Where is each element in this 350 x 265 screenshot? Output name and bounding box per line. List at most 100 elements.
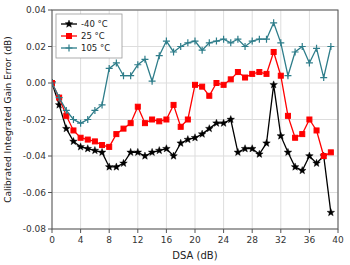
- point: [163, 145, 171, 152]
- point: [263, 139, 271, 146]
- legend-label: 25 °C: [81, 31, 105, 41]
- point: [91, 147, 99, 154]
- tick-label-y: -0.04: [23, 151, 47, 161]
- point: [171, 102, 176, 107]
- point: [191, 134, 199, 141]
- point: [184, 136, 192, 143]
- point: [77, 143, 85, 150]
- point: [257, 70, 262, 75]
- series: [52, 19, 334, 126]
- point: [128, 121, 133, 126]
- tick-x: [223, 229, 224, 233]
- point: [249, 38, 256, 45]
- point: [157, 119, 162, 124]
- point: [243, 75, 248, 80]
- tick-label-x: 12: [132, 235, 143, 245]
- point: [250, 71, 255, 76]
- chart: 0481216202428323640-0.08-0.06-0.04-0.020…: [0, 0, 350, 265]
- point: [220, 36, 227, 43]
- y-axis-label: Calibrated Integrated Gain Error (dB): [3, 36, 13, 203]
- point: [185, 117, 190, 122]
- point: [285, 113, 290, 118]
- tick-x: [280, 229, 281, 233]
- point: [278, 73, 283, 78]
- point: [206, 125, 214, 132]
- point: [156, 52, 163, 59]
- point: [100, 143, 105, 148]
- point: [135, 104, 140, 109]
- tick-y: [48, 119, 52, 120]
- tick-y: [48, 192, 52, 193]
- series-line: [52, 52, 331, 156]
- tick-label-y: 0.02: [26, 42, 46, 52]
- point: [227, 116, 235, 123]
- grid: [52, 10, 338, 229]
- point: [293, 135, 298, 140]
- tick-label-y: 0.00: [26, 78, 46, 88]
- point: [327, 43, 334, 50]
- point: [57, 95, 62, 100]
- point: [91, 107, 98, 114]
- point: [84, 116, 91, 123]
- point: [284, 148, 292, 155]
- point: [127, 148, 135, 155]
- point: [114, 132, 119, 137]
- point: [134, 148, 142, 155]
- tick-x: [137, 229, 138, 233]
- point: [292, 48, 299, 55]
- legend-marker: [67, 34, 72, 39]
- grid-line-y: [52, 156, 338, 157]
- point: [141, 152, 149, 159]
- point: [313, 159, 321, 166]
- point: [164, 117, 169, 122]
- point: [170, 152, 178, 159]
- legend-label: 105 °C: [81, 43, 110, 53]
- point: [84, 145, 92, 152]
- tick-label-y: 0.04: [26, 5, 46, 15]
- x-axis-label: DSA (dB): [172, 250, 217, 261]
- point: [63, 125, 71, 132]
- point: [214, 81, 219, 86]
- point: [192, 38, 199, 45]
- tick-label-x: 24: [218, 235, 230, 245]
- point: [277, 39, 284, 46]
- tick-label-x: 36: [304, 235, 316, 245]
- tick-label-y: -0.06: [23, 188, 47, 198]
- tick-label-x: 0: [49, 235, 55, 245]
- tick-label-y: -0.08: [23, 224, 47, 234]
- point: [56, 94, 63, 101]
- point: [200, 84, 205, 89]
- point: [142, 121, 147, 126]
- point: [256, 150, 264, 157]
- point: [256, 36, 263, 43]
- point: [150, 117, 155, 122]
- tick-x: [195, 229, 196, 233]
- point: [63, 107, 70, 114]
- point: [52, 80, 56, 87]
- point: [78, 135, 83, 140]
- legend-marker: [66, 45, 73, 52]
- point: [98, 148, 106, 155]
- tick-label-x: 8: [106, 235, 112, 245]
- tick-y: [48, 10, 52, 11]
- tick-label-x: 32: [275, 235, 286, 245]
- point: [149, 78, 156, 85]
- series: [52, 79, 335, 216]
- legend: -40 °C 25 °C 105 °C: [56, 14, 122, 58]
- point: [121, 126, 126, 131]
- tick-label-x: 28: [246, 235, 258, 245]
- point: [85, 137, 90, 142]
- background: [0, 0, 350, 265]
- point: [328, 150, 333, 155]
- tick-y: [48, 229, 52, 230]
- tick-label-x: 16: [161, 235, 173, 245]
- point: [263, 36, 270, 43]
- point: [314, 128, 319, 133]
- data: [52, 19, 335, 216]
- point: [141, 56, 148, 63]
- tick-x: [252, 229, 253, 233]
- point: [306, 59, 313, 66]
- legend-label: -40 °C: [81, 19, 108, 29]
- point: [306, 152, 314, 159]
- point: [300, 132, 305, 137]
